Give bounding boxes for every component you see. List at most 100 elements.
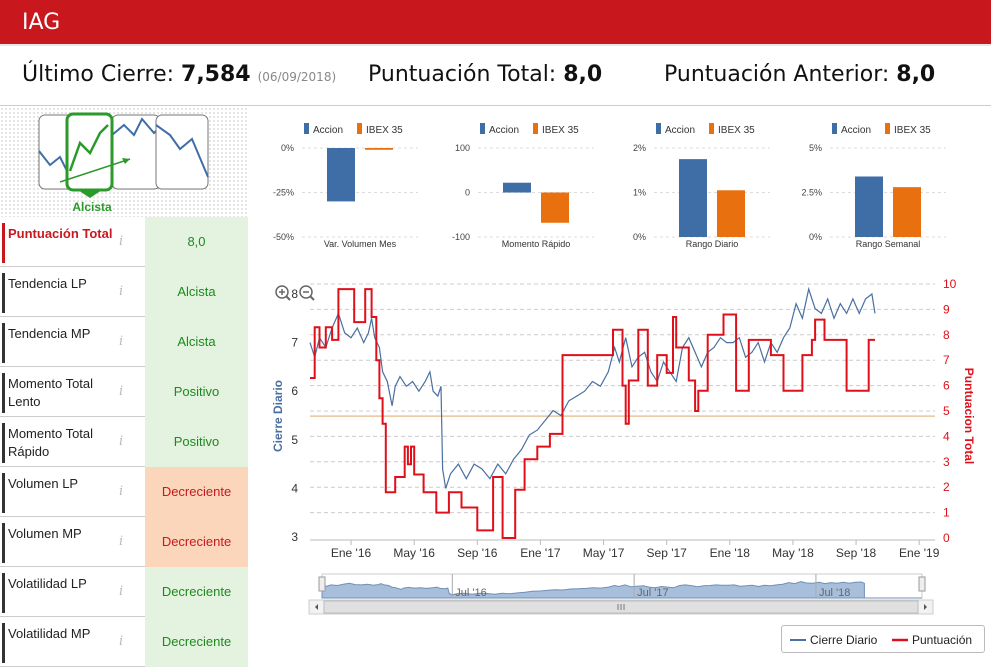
y-tick-label: 5%: [809, 143, 822, 153]
trend-selector: Alcista: [0, 107, 248, 217]
bar-ibex: [717, 190, 745, 237]
bar-accion: [855, 176, 883, 237]
total-score-label: Puntuación Total:: [368, 62, 557, 87]
y-tick-label: 2.5%: [801, 188, 822, 198]
total-score-value: 8,0: [563, 62, 603, 87]
info-icon[interactable]: i: [119, 434, 124, 449]
header-divider: [0, 44, 991, 46]
scroll-left-icon[interactable]: [315, 604, 318, 610]
bar-chart-1: Accion IBEX 35 0% -25% -50% Var. Volumen Mes: [273, 123, 418, 249]
indicator-value: Alcista: [145, 317, 248, 367]
right-tick-label: 3: [943, 455, 950, 469]
bar-chart-4: Accion IBEX 35 5% 2.5% 0% Rango Semanal: [801, 123, 946, 249]
info-icon[interactable]: i: [119, 584, 124, 599]
trend-card-lateral: [111, 114, 161, 190]
trend-card-bearish-alt: [155, 114, 209, 190]
previous-score-value: 8,0: [896, 62, 936, 87]
legend-ibex-label: IBEX 35: [894, 125, 931, 136]
legend-ibex-label: IBEX 35: [366, 125, 403, 136]
previous-score-label: Puntuación Anterior:: [664, 62, 890, 87]
info-icon[interactable]: i: [119, 534, 124, 549]
row-marker: [2, 573, 5, 613]
last-close: Último Cierre: 7,584 (06/09/2018): [22, 62, 336, 87]
y-tick-label: 0%: [281, 143, 294, 153]
indicator-row: Tendencia LP i Alcista: [0, 267, 248, 317]
y-tick-label: 100: [455, 143, 470, 153]
zoom-out-icon[interactable]: [299, 285, 315, 301]
indicator-value: Decreciente: [145, 517, 248, 567]
info-icon[interactable]: i: [119, 384, 124, 399]
info-icon[interactable]: i: [119, 234, 124, 249]
legend-accion-label: Accion: [665, 125, 695, 136]
row-marker: [2, 373, 5, 413]
row-marker: [2, 473, 5, 513]
left-tick-label: 3: [291, 530, 298, 544]
x-tick-label: May '17: [583, 546, 625, 560]
right-tick-label: 2: [943, 480, 950, 494]
indicator-value: Decreciente: [145, 467, 248, 517]
y-tick-label: 2%: [633, 143, 646, 153]
scroll-right-icon[interactable]: [924, 604, 927, 610]
bar-chart-title: Momento Rápido: [502, 239, 571, 249]
zoom-in-icon[interactable]: [275, 285, 291, 301]
indicator-value: 8,0: [145, 217, 248, 267]
x-tick-label: Ene '17: [520, 546, 561, 560]
navigator-handle-left[interactable]: [318, 576, 326, 592]
info-icon[interactable]: i: [119, 484, 124, 499]
indicator-label: Tendencia LP: [8, 276, 87, 291]
legend-accion-swatch: [480, 123, 485, 134]
legend-accion-label: Accion: [841, 125, 871, 136]
y-tick-label: -25%: [273, 188, 294, 198]
legend-ibex-swatch: [533, 123, 538, 134]
left-tick-label: 8: [291, 287, 298, 301]
indicator-value: Positivo: [145, 367, 248, 417]
row-marker: [2, 223, 5, 263]
row-marker: [2, 623, 5, 663]
info-icon[interactable]: i: [119, 284, 124, 299]
indicator-row: Volatilidad MP i Decreciente: [0, 617, 248, 667]
left-tick-label: 7: [291, 336, 298, 350]
price-score-chart: 3 4 5 6 7 8 0 1 2 3 4 5 6 7 8 9 10 Cierre Diario Puntuacio…: [271, 277, 976, 615]
previous-score: Puntuación Anterior: 8,0: [664, 62, 935, 87]
legend-accion-swatch: [656, 123, 661, 134]
bar-ibex: [365, 148, 393, 150]
left-tick-label: 4: [291, 481, 298, 495]
indicator-row: Volumen LP i Decreciente: [0, 467, 248, 517]
indicator-row: Puntuación Total i 8,0: [0, 217, 248, 267]
navigator-handle-right[interactable]: [918, 576, 926, 592]
indicator-label: Momento Total Lento: [8, 376, 94, 409]
bar-ibex: [893, 187, 921, 237]
summary-bar: Último Cierre: 7,584 (06/09/2018) Puntua…: [0, 46, 991, 106]
navigator-tick-label: Jul '18: [819, 587, 850, 599]
bar-chart-title: Rango Diario: [686, 239, 739, 249]
right-tick-label: 0: [943, 531, 950, 545]
score-step-line: [310, 288, 875, 539]
indicator-label: Volatilidad MP: [8, 626, 91, 641]
right-tick-label: 5: [943, 404, 950, 418]
legend-ibex-label: IBEX 35: [718, 125, 755, 136]
navigator-tick-label: Jul '16: [455, 587, 486, 599]
indicator-value: Decreciente: [145, 617, 248, 667]
row-marker: [2, 423, 5, 463]
bar-chart-title: Var. Volumen Mes: [324, 239, 397, 249]
right-tick-label: 8: [943, 328, 950, 342]
trend-arrow-line: [59, 158, 131, 183]
bar-chart-2: Accion IBEX 35 100 0 -100 Momento Rápido: [452, 123, 594, 249]
right-tick-label: 1: [943, 506, 950, 520]
bar-accion: [679, 159, 707, 237]
navigator-tick-label: Jul '17: [637, 587, 668, 599]
legend-swatches: [790, 638, 908, 642]
info-icon[interactable]: i: [119, 334, 124, 349]
right-tick-label: 4: [943, 429, 950, 443]
x-tick-label: Sep '18: [836, 546, 877, 560]
y-tick-label: -100: [452, 232, 470, 242]
bar-accion: [503, 182, 531, 193]
x-tick-label: Sep '17: [647, 546, 688, 560]
legend-close-label[interactable]: Cierre Diario: [810, 633, 878, 647]
main-chart-legend: Cierre Diario Puntuación: [781, 625, 985, 653]
info-icon[interactable]: i: [119, 634, 124, 649]
legend-score-label[interactable]: Puntuación: [912, 633, 973, 647]
legend-accion-swatch: [832, 123, 837, 134]
y-tick-label: 0%: [809, 232, 822, 242]
